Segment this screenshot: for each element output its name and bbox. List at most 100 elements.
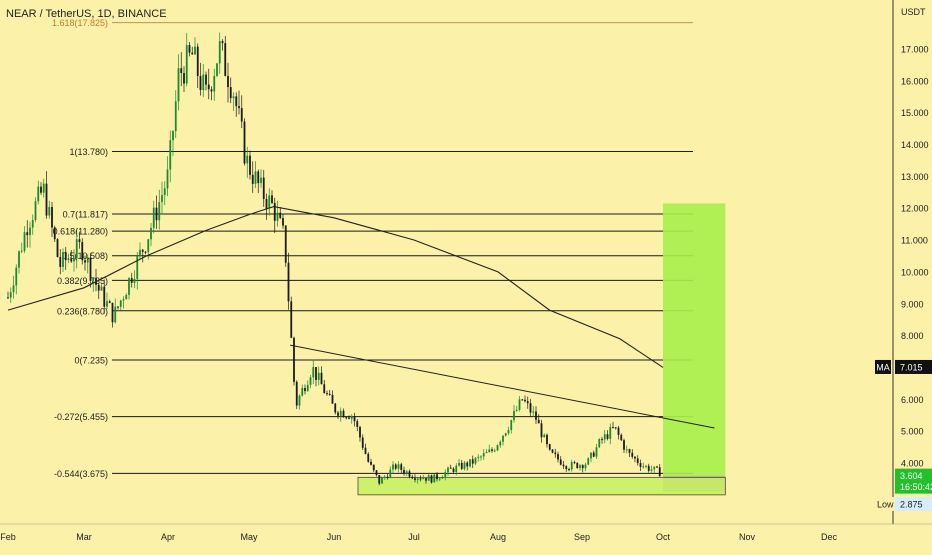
candle-body: [590, 452, 592, 459]
price-tick-label: 15.000: [901, 108, 929, 118]
price-tick-label: 16.000: [901, 76, 929, 86]
candle-body: [216, 63, 218, 76]
candle-body: [548, 444, 551, 450]
candle-body: [576, 462, 579, 469]
fibonacci-retracement[interactable]: 1.618(17.825) 1(13.780) 0.7(11.817) 0.618(1…: [52, 18, 693, 479]
candle-body: [161, 195, 163, 203]
candle-body: [353, 415, 356, 422]
target-zone[interactable]: [663, 203, 726, 476]
candle-body: [199, 76, 202, 91]
fib-level-label: 1.618(17.825): [52, 18, 108, 28]
candle-body: [174, 101, 177, 132]
time-tick-label: Sep: [574, 532, 590, 542]
price-tick-label: 14.000: [901, 140, 929, 150]
candle-body: [463, 462, 466, 469]
price-tick-label: 12.000: [901, 204, 929, 214]
candle-body: [119, 300, 122, 307]
candle-body: [416, 478, 419, 480]
candle-body: [488, 449, 491, 453]
candle-body: [647, 465, 650, 471]
candle-body: [419, 478, 422, 480]
candle-body: [345, 417, 348, 419]
candle-body: [634, 456, 636, 459]
candle-body: [485, 452, 488, 454]
candle-body: [403, 469, 405, 474]
candle-body: [524, 399, 526, 402]
fib-level-label: 1(13.780): [69, 147, 108, 157]
candle-body: [295, 381, 298, 406]
candle-body: [370, 461, 372, 465]
candle-body: [163, 188, 166, 196]
ma-value-badge: [895, 359, 932, 374]
candle-body: [598, 439, 601, 448]
candle-body: [257, 171, 260, 184]
candle-body: [298, 395, 301, 406]
candle-body: [433, 474, 436, 483]
candle-body: [243, 121, 246, 164]
candle-body: [480, 456, 482, 458]
candle-body: [37, 186, 40, 202]
symbol-title[interactable]: NEAR / TetherUS, 1D, BINANCE: [6, 8, 167, 20]
last-price-badge: [895, 468, 932, 494]
candle-body: [117, 306, 119, 308]
candle-body: [532, 411, 535, 413]
candle-body: [147, 239, 150, 253]
candle-body: [551, 449, 554, 453]
candle-body: [565, 466, 568, 470]
candle-body: [64, 252, 67, 261]
candle-body: [29, 227, 31, 236]
candle-body: [320, 372, 323, 385]
candle-body: [232, 96, 235, 99]
candle-body: [546, 434, 548, 445]
price-tick-label: 6.000: [901, 395, 924, 405]
candle-body: [180, 68, 183, 73]
candle-body: [224, 43, 227, 76]
candle-body: [631, 452, 634, 457]
candle-body: [361, 437, 364, 448]
candle-body: [9, 292, 12, 298]
candle-body: [447, 467, 449, 473]
fib-level-label: 0(7.235): [74, 355, 108, 365]
candle-body: [246, 155, 249, 164]
fib-level-label: 0.382(9.735): [57, 276, 108, 286]
candle-body: [207, 84, 210, 90]
candle-body: [276, 212, 279, 221]
candle-body: [400, 464, 403, 470]
candle-body: [584, 464, 587, 469]
fib-level-label: 0.7(11.817): [63, 210, 108, 220]
time-tick-label: Nov: [739, 532, 756, 542]
candle-body: [23, 232, 26, 251]
candle-body: [337, 412, 339, 416]
time-tick-label: Dec: [821, 532, 838, 542]
time-tick-label: Apr: [161, 532, 175, 542]
candle-body: [587, 458, 590, 465]
price-axis[interactable]: USDT 17.000 16.000 15.000 14.000 13.000 12.000…: [901, 7, 929, 469]
candle-body: [312, 367, 315, 378]
candle-body: [40, 186, 42, 193]
candle-body: [45, 183, 48, 216]
candle-body: [609, 427, 612, 439]
candle-body: [537, 419, 540, 424]
candle-body: [595, 447, 598, 457]
ma-label-text: MA: [876, 362, 890, 372]
candle-body: [339, 410, 342, 416]
candle-body: [328, 393, 331, 395]
candle-body: [86, 257, 89, 263]
candle-body: [166, 169, 169, 189]
candle-body: [364, 447, 367, 454]
position-zones[interactable]: [357, 203, 726, 496]
candle-body: [642, 466, 645, 468]
candle-body: [287, 262, 290, 302]
candle-body: [639, 463, 642, 467]
low-label-text: Low: [877, 500, 894, 510]
candle-body: [31, 219, 34, 228]
candle-body: [240, 108, 243, 122]
candle-body: [375, 470, 378, 475]
candle-body: [177, 68, 180, 102]
candle-body: [81, 242, 84, 261]
support-zone-box[interactable]: [357, 476, 726, 496]
candle-body: [26, 232, 29, 236]
time-axis[interactable]: Feb Mar Apr May Jun Jul Aug Sep Oct Nov Dec: [0, 532, 837, 542]
